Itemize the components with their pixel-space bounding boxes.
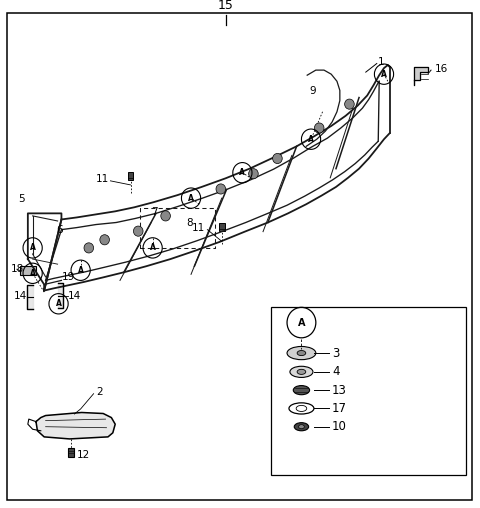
Polygon shape [58,283,63,308]
Circle shape [249,169,258,179]
Text: A: A [150,243,156,252]
Bar [219,223,225,231]
Text: 4: 4 [332,365,340,378]
Text: 17: 17 [332,402,347,415]
Ellipse shape [299,425,304,429]
Text: 6: 6 [57,225,63,235]
Text: 12: 12 [77,450,90,460]
Polygon shape [414,67,428,85]
Text: 3: 3 [332,346,339,360]
Polygon shape [27,285,33,309]
Ellipse shape [297,351,306,356]
Ellipse shape [293,386,310,395]
Text: A: A [78,266,84,275]
Circle shape [133,226,143,236]
Text: 8: 8 [186,217,193,228]
Polygon shape [36,412,115,439]
Text: 11: 11 [96,174,109,184]
Circle shape [345,99,354,109]
Text: 14: 14 [13,291,27,301]
Text: 13: 13 [332,384,347,397]
Text: A: A [298,318,305,328]
Text: 7: 7 [151,207,157,217]
Text: 2: 2 [96,387,103,397]
Text: 16: 16 [434,64,448,74]
Text: A: A [188,194,194,203]
Bar [128,172,133,180]
Text: 11: 11 [192,223,205,233]
Circle shape [273,153,282,164]
Text: 14: 14 [68,291,82,301]
Text: A: A [30,243,36,252]
Ellipse shape [294,423,309,431]
Text: A: A [30,269,36,278]
Text: 18: 18 [11,264,24,274]
Text: 1: 1 [378,57,385,67]
Bar [68,448,74,457]
Circle shape [314,123,324,133]
Circle shape [161,211,170,221]
Bar [20,266,36,275]
Text: A: A [240,168,245,177]
Text: 9: 9 [310,86,316,97]
Circle shape [216,184,226,194]
Text: A: A [381,70,387,79]
Text: A: A [308,135,314,144]
Text: 10: 10 [332,420,347,433]
Ellipse shape [290,366,313,377]
Circle shape [84,243,94,253]
Circle shape [100,235,109,245]
Text: A: A [56,299,61,308]
Text: 5: 5 [18,194,25,204]
Text: 19: 19 [61,272,75,282]
Text: 15: 15 [217,0,234,12]
Ellipse shape [297,369,306,374]
Ellipse shape [287,346,316,360]
